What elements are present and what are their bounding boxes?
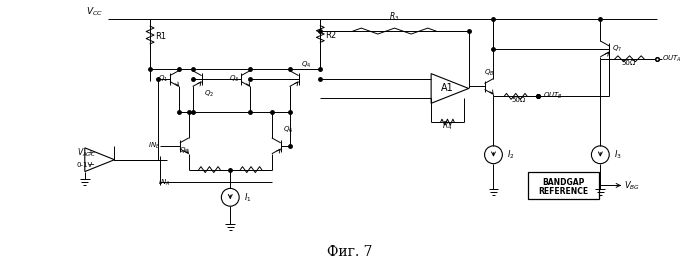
Text: 0-1V: 0-1V — [77, 162, 93, 168]
Text: $R_4$: $R_4$ — [443, 120, 452, 132]
Text: $Q_4$: $Q_4$ — [301, 59, 311, 70]
Bar — [528, 172, 600, 199]
Text: $Q_B$: $Q_B$ — [484, 67, 494, 78]
Text: $I_1$: $I_1$ — [244, 191, 252, 204]
Text: 50Ω: 50Ω — [621, 60, 636, 66]
Text: −: − — [87, 160, 94, 169]
Text: R2: R2 — [325, 31, 336, 40]
Text: $Q_2$: $Q_2$ — [204, 88, 214, 99]
Text: $I_3$: $I_3$ — [614, 149, 622, 161]
Text: $V_{CC}$: $V_{CC}$ — [86, 6, 103, 18]
Text: $OUT_B$: $OUT_B$ — [543, 91, 563, 101]
Text: $IN_A$: $IN_A$ — [158, 178, 170, 188]
Text: $Q_6$: $Q_6$ — [283, 125, 293, 135]
Text: $Q_3$: $Q_3$ — [229, 73, 239, 84]
Text: R1: R1 — [155, 31, 166, 40]
Text: REFERENCE: REFERENCE — [539, 187, 589, 196]
Text: $V_{AGC}$: $V_{AGC}$ — [77, 147, 96, 159]
Text: $OUT_A$: $OUT_A$ — [662, 54, 681, 64]
Text: $Q_1$: $Q_1$ — [158, 73, 168, 84]
Text: $IN_B$: $IN_B$ — [148, 141, 160, 151]
Text: Фиг. 7: Фиг. 7 — [327, 245, 373, 259]
Text: A1: A1 — [440, 83, 453, 93]
Text: $I_2$: $I_2$ — [507, 149, 515, 161]
Text: $Q_5$: $Q_5$ — [179, 145, 189, 156]
Text: $R_3$: $R_3$ — [389, 11, 400, 23]
Text: BANDGAP: BANDGAP — [542, 178, 585, 187]
Text: +: + — [87, 150, 93, 156]
Text: $V_{BG}$: $V_{BG}$ — [624, 179, 640, 192]
Text: 50Ω: 50Ω — [512, 97, 526, 103]
Text: $Q_7$: $Q_7$ — [612, 44, 623, 54]
